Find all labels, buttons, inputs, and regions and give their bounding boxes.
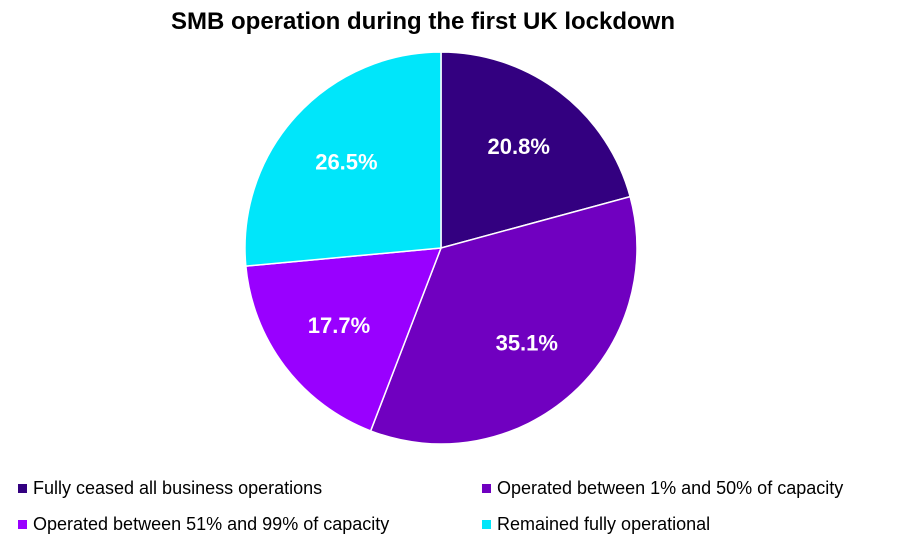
pie-slices	[244, 51, 638, 445]
data-label: 26.5%	[315, 149, 377, 174]
slice-fully-operational	[244, 51, 442, 267]
slice-fully-ceased	[440, 51, 632, 249]
chart-title: SMB operation during the first UK lockdo…	[171, 8, 675, 35]
slice-51-99-capacity	[245, 247, 443, 432]
data-label: 20.8%	[488, 134, 550, 159]
pie-labels: 20.8% 35.1% 17.7% 26.5%	[308, 134, 558, 356]
data-label: 35.1%	[496, 331, 558, 356]
data-label: 17.7%	[308, 313, 370, 338]
